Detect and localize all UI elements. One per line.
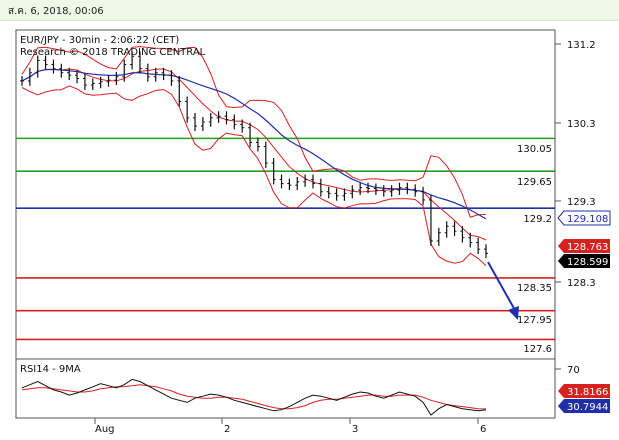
level-label: 128.35 bbox=[517, 283, 552, 294]
indicator-title: RSI14 - 9MA bbox=[20, 364, 81, 375]
x-tick-label: 3 bbox=[352, 424, 358, 435]
level-label: 129.65 bbox=[517, 177, 552, 188]
y-tick-label: 128.3 bbox=[567, 278, 596, 289]
y-tick-label: 129.3 bbox=[567, 197, 596, 208]
band-lower bbox=[21, 85, 487, 266]
badge-label: 30.7944 bbox=[567, 402, 608, 413]
datetime-label: ส.ค. 6, 2018, 00:06 bbox=[8, 6, 104, 17]
badge-shape bbox=[558, 399, 610, 413]
date-bar: ส.ค. 6, 2018, 00:06 bbox=[0, 0, 619, 21]
band-upper bbox=[21, 46, 487, 218]
badge-shape bbox=[557, 210, 611, 226]
badge-label: 128.599 bbox=[567, 257, 608, 268]
badge-label: 128.763 bbox=[567, 242, 608, 253]
level-label: 127.6 bbox=[523, 344, 552, 355]
badge-shape bbox=[558, 254, 610, 268]
eurjpy-chart: EUR/JPY - 30min - 2:06:22 (CET) Research… bbox=[15, 29, 611, 435]
forecast-arrowhead bbox=[508, 306, 519, 320]
y-axis: 131.2 130.3 129.3 128.3 70 bbox=[555, 40, 596, 376]
level-label: 130.05 bbox=[517, 144, 552, 155]
price-badges: 129.108 128.763 128.599 31.8166 30.7944 bbox=[557, 210, 611, 413]
x-axis: Aug 2 3 6 bbox=[94, 418, 486, 435]
chart-research-line: Research © 2018 TRADING CENTRAL bbox=[20, 47, 206, 58]
rsi-line bbox=[21, 378, 487, 416]
badge-shape bbox=[558, 239, 610, 253]
y-tick-label: 130.3 bbox=[567, 119, 596, 130]
x-tick-label: 2 bbox=[224, 424, 230, 435]
y-tick-label: 131.2 bbox=[567, 40, 596, 51]
x-tick-label: Aug bbox=[95, 424, 115, 435]
badge-shape bbox=[558, 384, 610, 398]
price-panel-frame bbox=[15, 29, 556, 360]
price-levels bbox=[16, 137, 555, 341]
badge-label: 129.108 bbox=[567, 214, 608, 225]
level-labels: 130.05 129.65 129.2 128.35 127.95 127.6 bbox=[517, 144, 552, 355]
price-bars bbox=[20, 51, 488, 259]
x-tick-label: 6 bbox=[480, 424, 486, 435]
chart-symbol-title: EUR/JPY - 30min - 2:06:22 (CET) bbox=[20, 35, 179, 46]
level-label: 129.2 bbox=[523, 214, 552, 225]
rsi-lines bbox=[21, 378, 487, 416]
rsi-tick-label: 70 bbox=[567, 365, 580, 376]
forecast-arrow bbox=[487, 261, 517, 313]
rsi-ma-line bbox=[21, 384, 487, 410]
level-label: 127.95 bbox=[517, 315, 552, 326]
badge-label: 31.8166 bbox=[567, 387, 608, 398]
